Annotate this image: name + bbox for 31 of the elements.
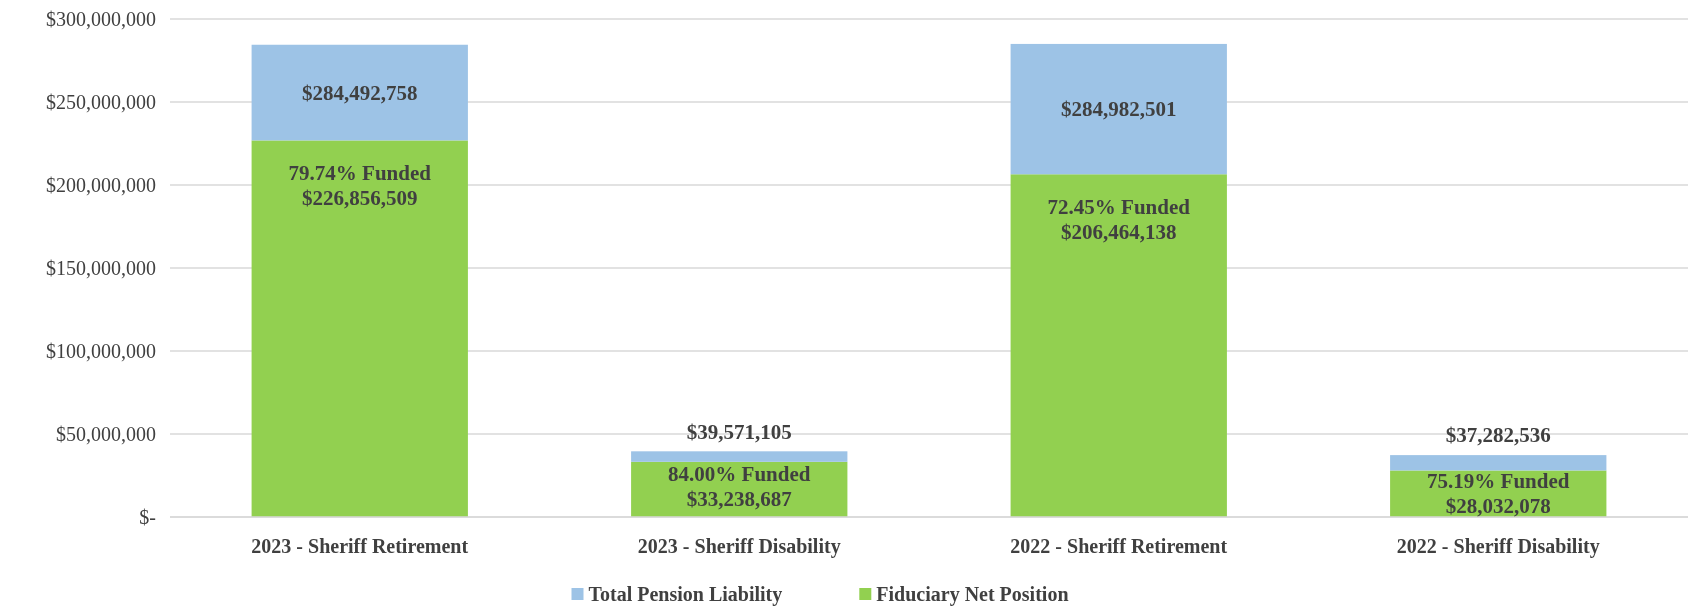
y-tick-label: $250,000,000 — [46, 91, 156, 113]
bar — [631, 451, 848, 462]
legend-label: Total Pension Liability — [588, 583, 783, 606]
bar — [1010, 43, 1227, 175]
y-tick-label: $300,000,000 — [46, 8, 156, 30]
data-label: $33,238,687 — [686, 487, 792, 512]
y-tick-label: $- — [139, 506, 156, 528]
total-label: $284,982,501 — [1061, 97, 1177, 122]
total-label: $39,571,105 — [686, 419, 792, 444]
data-label: $28,032,078 — [1445, 494, 1551, 519]
y-tick-label: $50,000,000 — [56, 423, 156, 445]
bar — [1010, 174, 1227, 517]
total-label: $284,492,758 — [302, 80, 418, 105]
annotation: 84.00% Funded — [668, 462, 811, 487]
legend-label: Fiduciary Net Position — [876, 583, 1069, 606]
annotation: 79.74% Funded — [288, 160, 432, 185]
y-tick-label: $100,000,000 — [46, 340, 156, 362]
y-tick-label: $150,000,000 — [46, 257, 156, 279]
data-label: $206,464,138 — [1061, 219, 1177, 244]
x-tick-label: 2023 - Sheriff Retirement — [251, 535, 469, 557]
bar — [251, 44, 468, 141]
total-label: $37,282,536 — [1445, 423, 1551, 448]
x-tick-label: 2022 - Sheriff Disability — [1396, 535, 1600, 558]
y-tick-label: $200,000,000 — [46, 174, 156, 196]
bar — [1390, 455, 1607, 471]
data-label: $226,856,509 — [302, 185, 418, 210]
x-tick-label: 2023 - Sheriff Disability — [637, 535, 841, 558]
annotation: 75.19% Funded — [1427, 469, 1570, 494]
bar — [251, 140, 468, 517]
annotation: 72.45% Funded — [1047, 194, 1191, 219]
x-tick-label: 2022 - Sheriff Retirement — [1010, 535, 1228, 557]
